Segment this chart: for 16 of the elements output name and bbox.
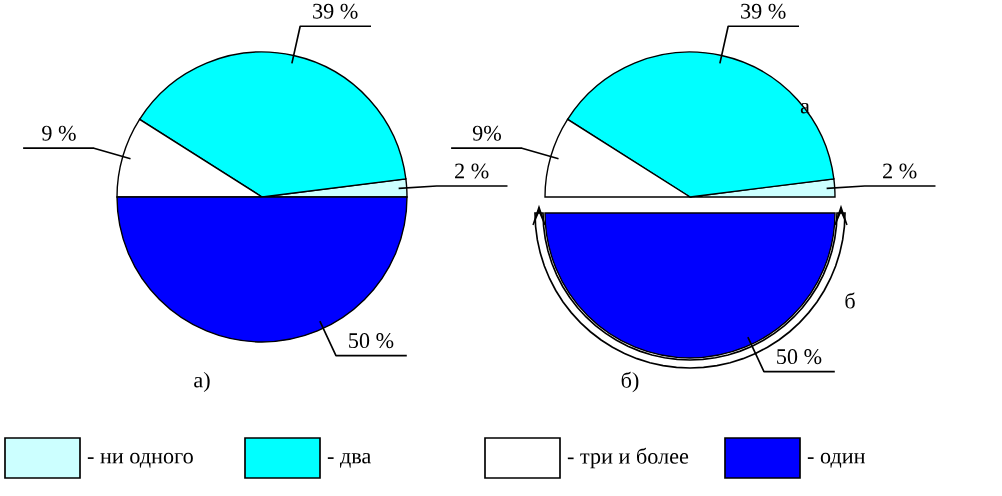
text: б [845, 292, 855, 309]
data-label: 9 % [42, 125, 76, 141]
legend-label: - три и более [567, 447, 689, 469]
legend-label: - один [807, 452, 865, 468]
data-label: 50 % [777, 349, 822, 365]
text: б) [621, 371, 639, 393]
data-label: 9% [472, 125, 501, 141]
data-label: 50 % [349, 333, 394, 349]
data-label: 39 % [741, 3, 786, 19]
data-label: 39 % [313, 3, 358, 19]
data-label: 2 % [455, 163, 489, 179]
data-label: 2 % [883, 163, 917, 179]
legend-label: - два [327, 452, 372, 468]
text: а) [194, 371, 210, 393]
text: а [800, 102, 810, 114]
legend-label: - ни одного [87, 452, 193, 468]
